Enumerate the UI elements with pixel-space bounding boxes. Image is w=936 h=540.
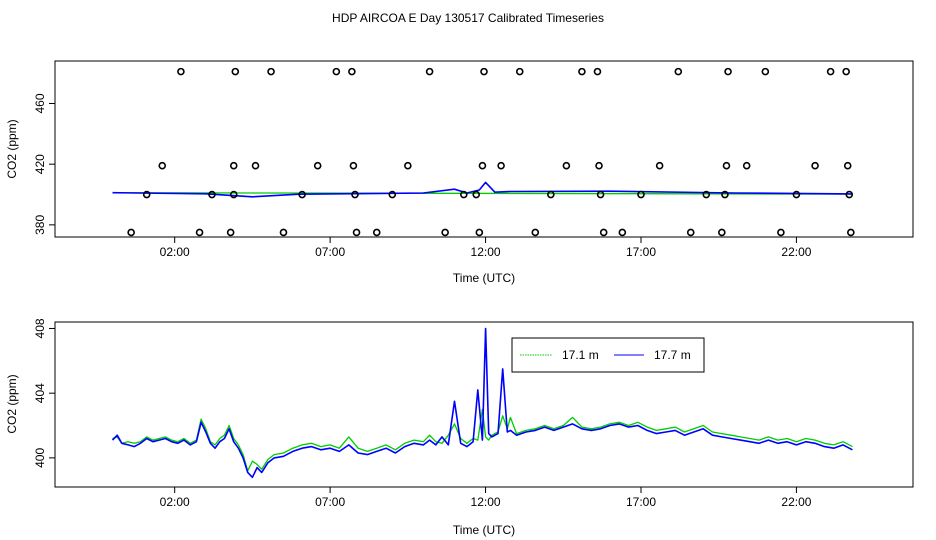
data-point	[480, 67, 488, 76]
data-point	[497, 161, 505, 170]
data-point	[441, 228, 449, 237]
data-point	[127, 228, 135, 237]
data-point	[843, 161, 852, 170]
top-y-axis: 380 420 460	[33, 93, 55, 235]
x-tick-label: 07:00	[315, 245, 345, 259]
data-point	[845, 190, 854, 199]
data-point	[478, 161, 487, 170]
x-tick-label: 07:00	[315, 495, 345, 509]
data-point	[313, 161, 322, 170]
data-point	[724, 67, 732, 76]
data-point	[177, 67, 185, 76]
data-point	[599, 228, 608, 237]
y-tick-label: 400	[33, 448, 47, 468]
y-tick-label: 408	[33, 318, 47, 338]
bottom-y-axis: 400 404 408	[33, 318, 55, 468]
data-point	[251, 161, 260, 170]
series-line-17-1-m	[112, 408, 853, 472]
data-point	[618, 228, 627, 237]
data-point	[515, 67, 524, 76]
data-point	[351, 190, 359, 199]
data-point	[195, 228, 204, 237]
data-point	[596, 190, 605, 199]
data-point	[229, 190, 238, 199]
data-point	[226, 228, 235, 237]
data-point	[472, 190, 481, 199]
bottom-x-axis-label: Time (UTC)	[453, 523, 515, 537]
data-point	[475, 228, 484, 237]
data-point	[792, 190, 801, 199]
data-point	[332, 67, 341, 76]
data-point	[637, 190, 645, 199]
data-point	[562, 161, 571, 170]
data-point	[388, 190, 397, 199]
top-x-axis: 02:00 07:00 12:00 17:00 22:00	[160, 237, 812, 259]
data-point	[231, 67, 240, 76]
top-plot-area	[112, 67, 855, 237]
x-tick-label: 02:00	[160, 245, 190, 259]
x-tick-label: 22:00	[781, 245, 811, 259]
bottom-y-axis-label: CO2 (ppm)	[5, 374, 19, 433]
data-point	[267, 67, 275, 76]
data-point	[842, 67, 850, 76]
x-tick-label: 17:00	[626, 495, 656, 509]
data-point	[404, 161, 412, 170]
top-plot-frame	[54, 60, 914, 238]
x-tick-label: 12:00	[471, 495, 501, 509]
data-point	[721, 190, 729, 199]
data-point	[578, 67, 586, 76]
bottom-panel: 02:00 07:00 12:00 17:00 22:00 400 404 408 Time…	[5, 318, 914, 537]
legend-label-17-1m: 17.1 m	[562, 348, 599, 362]
figure-title: HDP AIRCOA E Day 130517 Calibrated Times…	[332, 11, 604, 25]
legend: 17.1 m 17.7 m	[511, 337, 705, 373]
data-point	[593, 67, 602, 76]
y-tick-label: 404	[33, 383, 47, 403]
series-line-1	[112, 181, 853, 198]
legend-label-17-7m: 17.7 m	[654, 348, 691, 362]
data-point	[459, 190, 468, 199]
data-point	[722, 161, 731, 170]
top-y-axis-label: CO2 (ppm)	[5, 119, 19, 178]
y-tick-label: 460	[33, 93, 47, 113]
data-point	[674, 67, 683, 76]
x-tick-label: 12:00	[471, 245, 501, 259]
data-point	[348, 67, 356, 76]
data-point	[208, 190, 216, 199]
data-point	[718, 228, 726, 237]
data-point	[229, 161, 238, 170]
top-panel: 02:00 07:00 12:00 17:00 22:00 380 420 460 Time…	[5, 60, 914, 285]
x-tick-label: 22:00	[781, 495, 811, 509]
data-point	[349, 161, 358, 170]
x-tick-label: 02:00	[160, 495, 190, 509]
data-point	[372, 228, 381, 237]
top-x-axis-label: Time (UTC)	[453, 271, 515, 285]
y-tick-label: 380	[33, 215, 47, 235]
data-point	[298, 190, 306, 199]
bottom-x-axis: 02:00 07:00 12:00 17:00 22:00	[160, 487, 812, 509]
data-point	[655, 161, 664, 170]
series-line-17-7-m	[111, 327, 853, 479]
data-point	[686, 228, 695, 237]
data-point	[425, 67, 434, 76]
data-point	[547, 190, 555, 199]
data-point	[811, 161, 819, 170]
data-point	[158, 161, 167, 170]
data-point	[761, 67, 770, 76]
data-point	[702, 190, 711, 199]
data-point	[531, 228, 540, 237]
data-point	[847, 228, 855, 237]
data-point	[777, 228, 785, 237]
data-point	[742, 161, 751, 170]
data-point	[279, 228, 288, 237]
data-point	[595, 161, 603, 170]
data-point	[352, 228, 361, 237]
y-tick-label: 420	[33, 154, 47, 174]
bottom-plot-area	[111, 327, 853, 479]
data-point	[826, 67, 835, 76]
data-point	[142, 190, 151, 199]
bottom-plot-frame	[54, 321, 914, 488]
x-tick-label: 17:00	[626, 245, 656, 259]
